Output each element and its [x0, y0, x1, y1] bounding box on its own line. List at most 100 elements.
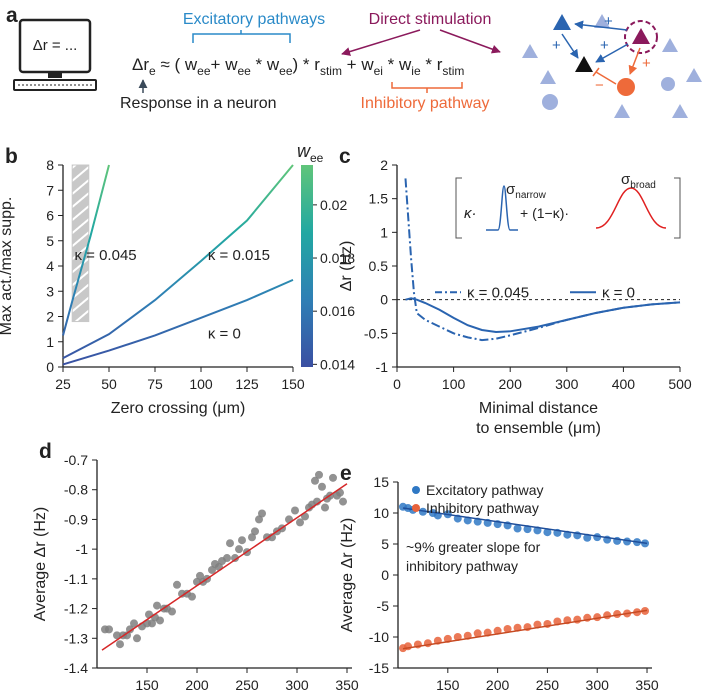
excitatory-arrow: [595, 43, 629, 63]
inhibitory-arrow: [628, 47, 641, 75]
x-axis-label-line: to ensemble (μm): [476, 420, 601, 437]
point: [116, 640, 124, 649]
panel-label: a: [6, 4, 18, 27]
data-line: [62, 278, 294, 366]
data-line: [404, 178, 681, 342]
curve-label: κ = 0: [208, 326, 241, 343]
data-line: [405, 297, 681, 333]
x-tick-label: 150: [436, 677, 460, 693]
point: [226, 539, 234, 548]
point: [513, 524, 522, 533]
legend-label: Excitatory pathway: [426, 482, 544, 498]
x-tick-label: 200: [185, 677, 209, 693]
point: [188, 592, 196, 601]
colorbar-tick-label: 0.02: [320, 197, 347, 213]
point: [130, 619, 138, 628]
y-tick-label: 6: [46, 208, 54, 224]
point: [248, 533, 256, 542]
equation-term: w: [184, 55, 198, 74]
y-axis-label: Max act./max supp.: [0, 197, 15, 336]
y-tick-label: 2: [380, 157, 388, 173]
y-tick-label: 1.5: [369, 191, 389, 207]
point: [603, 611, 612, 620]
equation-term: r: [437, 55, 443, 74]
annotation: ~9% greater slope for: [406, 539, 541, 555]
equation: Δre ≈ ( wee+ wee * wee) * rstim + wei * …: [132, 55, 464, 78]
y-tick-label: -1.3: [64, 630, 88, 646]
point: [105, 625, 113, 634]
equation-subscript: ie: [411, 64, 421, 78]
target-neuron: [575, 56, 593, 72]
sign: +: [604, 13, 613, 30]
excitatory-arrow: [574, 20, 628, 31]
y-tick-label: 8: [46, 157, 54, 173]
equation-subscript: ee: [197, 64, 211, 78]
stimulated-ring: [624, 20, 658, 54]
x-tick-label: 300: [586, 677, 610, 693]
equation-subscript: stim: [442, 64, 464, 78]
neuron: [686, 68, 702, 82]
point: [168, 607, 176, 616]
y-tick-label: 5: [46, 233, 54, 249]
point: [251, 527, 259, 536]
equation-term: +: [342, 55, 361, 74]
inset-term: κ·: [464, 205, 477, 222]
panel-a: a Δr = ... Δre ≈ ( wee+ wee * wee) * rst…: [6, 4, 702, 118]
point: [231, 554, 239, 563]
colorbar: [301, 165, 313, 367]
point: [583, 533, 592, 542]
colorbar-tick-label: 0.018: [320, 250, 355, 266]
point: [311, 476, 319, 485]
sigma: σ: [621, 171, 631, 188]
y-tick-label: -15: [369, 660, 389, 676]
y-tick-label: -0.9: [64, 511, 88, 527]
x-tick-label: 500: [668, 376, 692, 392]
narrow-gaussian: [486, 185, 518, 231]
y-tick-label: -1: [376, 359, 389, 375]
broad-gaussian: [595, 187, 667, 229]
point: [523, 525, 532, 534]
point: [113, 631, 121, 640]
x-tick-label: 100: [442, 376, 466, 392]
bracket: [455, 177, 462, 239]
sign: +: [552, 37, 561, 54]
sigma-sub: narrow: [515, 190, 546, 201]
neuron: [672, 104, 688, 118]
point: [126, 625, 134, 634]
sign: +: [642, 55, 651, 72]
legend-marker: [412, 486, 420, 494]
panel-b: b 25 50 75 100 125 150 0 1 2 3 4 5 6 7 8 Zero crossing (…: [0, 141, 355, 417]
y-tick-label: 0: [46, 359, 54, 375]
stimulated-neuron: [632, 28, 650, 44]
x-tick-label: 250: [235, 677, 259, 693]
x-tick-label: 250: [536, 677, 560, 693]
colorbar-label-sub: ee: [310, 151, 324, 165]
data-line: [62, 164, 110, 336]
panel-label: e: [340, 462, 352, 485]
panel-label: c: [339, 145, 351, 168]
x-tick-label: 150: [281, 376, 305, 392]
neuron: [522, 44, 538, 58]
x-tick-label: 50: [101, 376, 117, 392]
point: [285, 515, 293, 524]
y-tick-label: 1: [380, 224, 388, 240]
y-tick-label: 15: [373, 474, 389, 490]
excitatory-label: Excitatory pathways: [183, 11, 325, 28]
neuron: [614, 104, 630, 118]
point: [339, 497, 347, 506]
inset: κ· σnarrow + (1−κ)· σbroad: [455, 171, 681, 239]
legend-label: κ = 0: [602, 284, 635, 301]
annotation: inhibitory pathway: [406, 558, 518, 574]
legend-label: Inhibitory pathway: [426, 500, 539, 516]
equation-term: w: [398, 55, 412, 74]
y-tick-label: -0.5: [364, 325, 388, 341]
point: [196, 571, 204, 580]
y-tick-label: -1: [76, 541, 89, 557]
equation-subscript: ee: [237, 64, 251, 78]
y-tick-label: 7: [46, 182, 54, 198]
y-tick-label: 10: [373, 505, 389, 521]
inhibitory-neuron: [617, 78, 635, 96]
y-axis-label: Average Δr (Hz): [32, 507, 49, 621]
